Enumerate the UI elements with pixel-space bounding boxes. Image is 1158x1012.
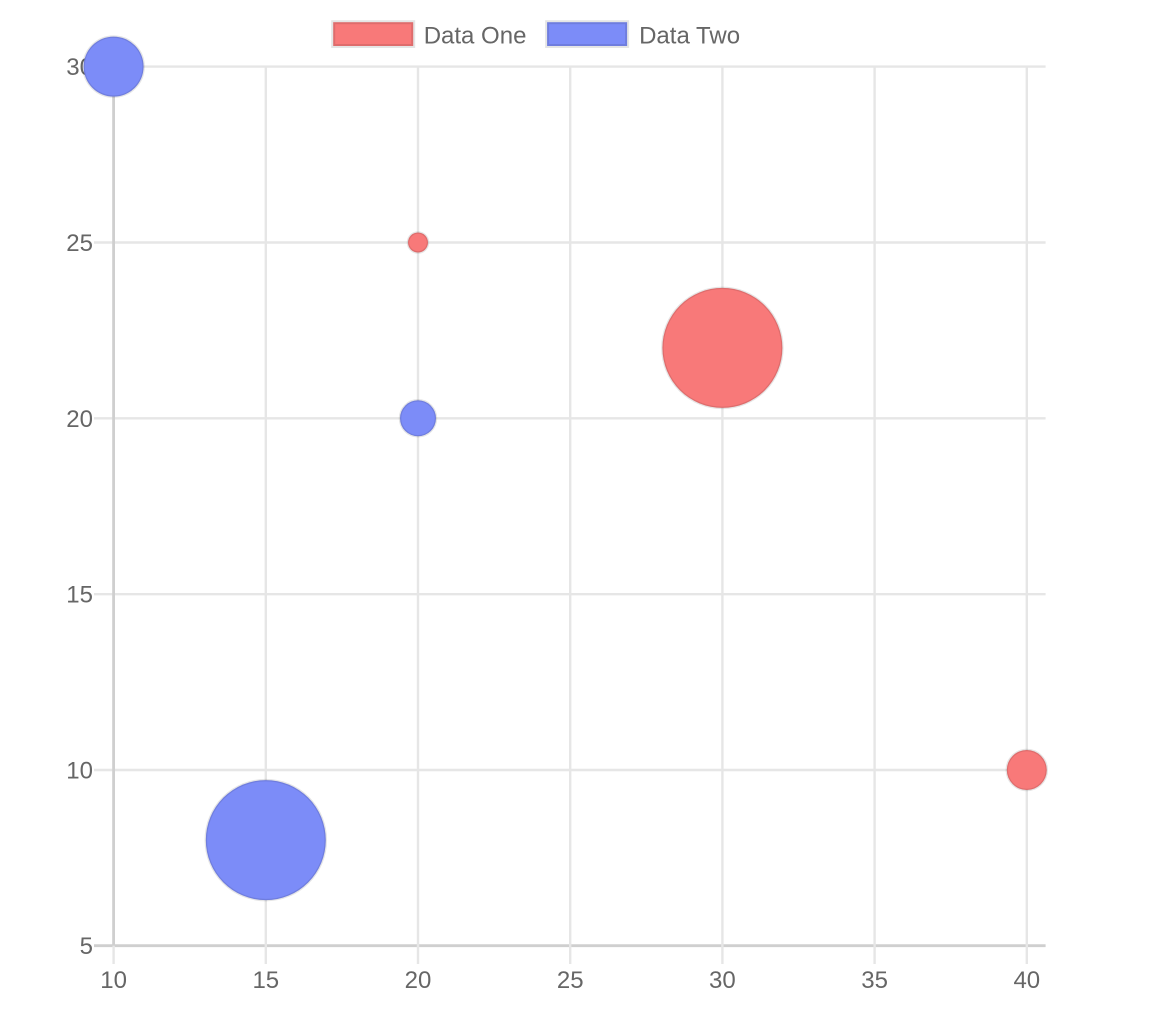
svg-text:20: 20 xyxy=(66,406,93,433)
svg-text:20: 20 xyxy=(405,967,432,994)
svg-text:25: 25 xyxy=(557,967,584,994)
svg-text:10: 10 xyxy=(66,757,93,784)
svg-text:35: 35 xyxy=(861,967,888,994)
svg-text:15: 15 xyxy=(66,582,93,609)
svg-text:Data One: Data One xyxy=(424,22,527,49)
svg-text:30: 30 xyxy=(709,967,736,994)
svg-text:10: 10 xyxy=(100,967,127,994)
svg-text:5: 5 xyxy=(80,933,93,960)
svg-text:25: 25 xyxy=(66,230,93,257)
svg-text:40: 40 xyxy=(1013,967,1040,994)
svg-text:15: 15 xyxy=(252,967,279,994)
svg-text:Data Two: Data Two xyxy=(639,22,740,49)
